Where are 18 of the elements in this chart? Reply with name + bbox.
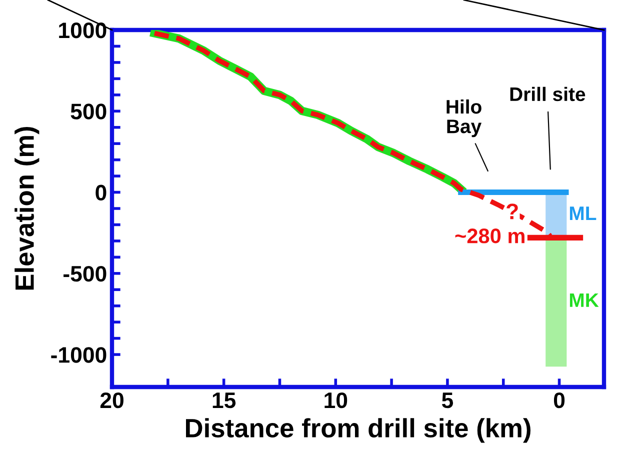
series-label: ML [570,206,596,220]
annotation: ? [506,204,518,220]
x-tick-label: 0 [554,392,565,408]
annotation: Drill site [510,86,586,102]
y-tick-label: 1000 [59,22,106,38]
y-tick-label: 500 [70,104,106,120]
series-label: ~280 m [455,228,524,244]
x-axis-title: Distance from drill site (km) [186,418,530,443]
x-tick-label: 20 [100,392,124,408]
x-tick-label: 5 [442,392,454,408]
x-tick-label: 15 [212,392,236,408]
y-tick-label: -500 [64,266,106,282]
series-label: MK [570,293,599,307]
y-axis-title: Elevation (m) [14,126,40,290]
y-tick-label: -1000 [51,347,106,363]
x-tick-label: 10 [324,392,348,408]
y-tick-label: 0 [96,184,106,201]
annotation: Hilo Bay [446,99,482,138]
